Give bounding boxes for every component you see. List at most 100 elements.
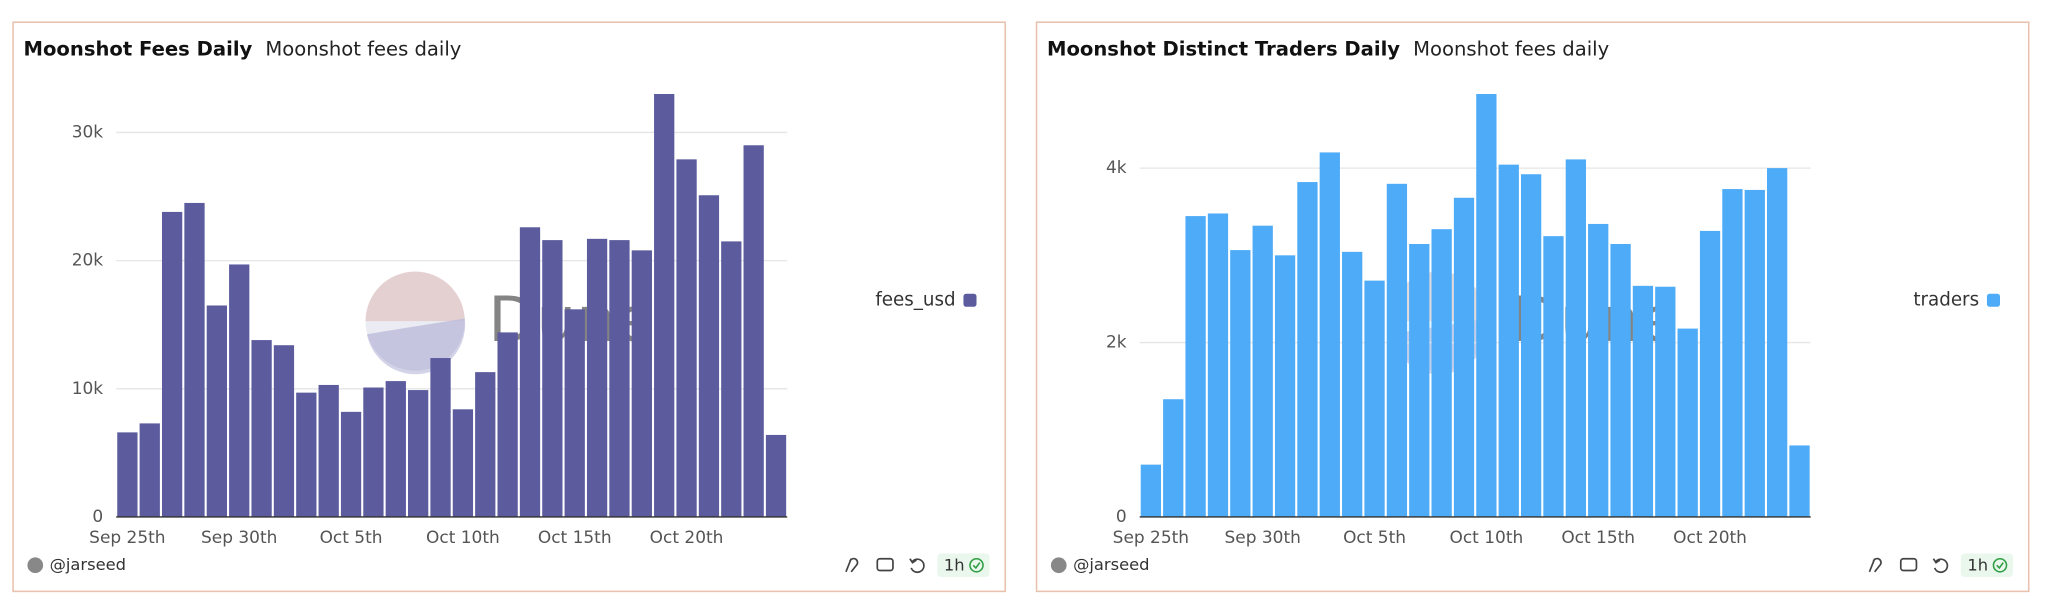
bar xyxy=(609,240,630,517)
legend-label: traders xyxy=(1913,289,1979,310)
bar xyxy=(1274,255,1296,517)
bar xyxy=(654,93,675,517)
bar xyxy=(1297,182,1318,517)
bar xyxy=(1632,285,1654,517)
bar xyxy=(765,434,787,517)
bar xyxy=(564,309,585,517)
x-tick-label: Sep 25th xyxy=(89,528,165,548)
bar xyxy=(1520,174,1542,517)
bar xyxy=(721,241,742,517)
y-tick-label: 2k xyxy=(1106,333,1127,353)
bar xyxy=(586,238,608,517)
bar xyxy=(1319,152,1340,517)
icon-button[interactable] xyxy=(1932,558,1949,574)
y-tick-label: 0 xyxy=(1116,507,1127,527)
x-tick-label: Oct 20th xyxy=(1673,528,1747,548)
bar xyxy=(1185,216,1206,517)
legend-swatch xyxy=(963,293,977,307)
icon-button[interactable] xyxy=(1899,557,1918,572)
legend-label: fees_usd xyxy=(875,289,955,310)
icon-button[interactable] xyxy=(876,557,894,572)
bar xyxy=(1722,189,1743,517)
bar xyxy=(519,227,541,517)
bar xyxy=(631,250,652,517)
bar xyxy=(497,332,518,517)
bar xyxy=(743,145,764,517)
y-tick-label: 30k xyxy=(72,122,104,142)
bar xyxy=(676,159,697,517)
refresh-check xyxy=(1996,562,2004,570)
x-tick-label: Sep 30th xyxy=(201,528,277,548)
x-tick-label: Oct 10th xyxy=(426,528,500,548)
bar xyxy=(1655,286,1676,517)
x-tick-label: Oct 15th xyxy=(538,528,612,548)
bar xyxy=(1386,183,1408,517)
chart-subtitle: Moonshot fees daily xyxy=(1413,37,1609,60)
bar xyxy=(1476,93,1497,517)
chart-panel: Moonshot Distinct Traders Daily Moonshot … xyxy=(1035,21,2030,593)
refresh-check xyxy=(1992,557,2008,573)
bar xyxy=(698,195,720,517)
bar xyxy=(1230,250,1251,517)
bar xyxy=(1677,328,1698,517)
bar xyxy=(1252,225,1273,517)
bar xyxy=(1543,236,1564,517)
x-tick-label: Oct 15th xyxy=(1561,528,1635,548)
bar xyxy=(1364,280,1385,517)
bar xyxy=(1699,230,1721,517)
bar xyxy=(184,202,205,517)
bar xyxy=(318,384,339,517)
bar xyxy=(273,345,295,517)
icon-button[interactable] xyxy=(909,558,925,574)
bar xyxy=(363,387,384,517)
icon-button[interactable] xyxy=(1868,557,1882,573)
bar xyxy=(1588,223,1609,517)
bar xyxy=(1431,229,1452,517)
bar xyxy=(1409,243,1430,517)
author[interactable]: @jarseed xyxy=(50,555,126,574)
author[interactable]: @jarseed xyxy=(1073,555,1149,574)
refresh-check xyxy=(972,562,981,570)
y-tick-label: 10k xyxy=(72,379,104,399)
bar xyxy=(296,392,317,517)
chart-title: Moonshot Fees Daily xyxy=(24,37,253,60)
x-tick-label: Oct 20th xyxy=(650,528,724,548)
y-tick-label: 4k xyxy=(1106,158,1127,178)
bar xyxy=(1789,445,1810,517)
chart-heading: Moonshot Distinct Traders Daily Moonshot … xyxy=(1047,37,1609,60)
bar xyxy=(1498,164,1519,517)
refresh-label: 1h xyxy=(1967,555,1988,574)
bar xyxy=(1453,197,1475,517)
x-tick-label: Oct 5th xyxy=(1343,528,1406,548)
legend-swatch xyxy=(1986,293,2000,307)
bar xyxy=(1140,464,1162,517)
bar xyxy=(161,211,183,517)
bar xyxy=(1565,159,1586,517)
watermark-logo xyxy=(365,271,465,322)
bar xyxy=(475,372,496,517)
bar xyxy=(385,381,406,517)
bar xyxy=(117,432,138,517)
y-tick-label: 0 xyxy=(92,507,103,527)
icon-button[interactable] xyxy=(845,557,859,573)
author-avatar xyxy=(1050,557,1067,574)
refresh-label: 1h xyxy=(944,555,965,574)
author-avatar xyxy=(27,557,44,574)
x-tick-label: Sep 30th xyxy=(1225,528,1301,548)
x-tick-label: Sep 25th xyxy=(1113,528,1189,548)
bar xyxy=(408,390,429,517)
x-tick-label: Oct 5th xyxy=(320,528,383,548)
chart-heading: Moonshot Fees Daily Moonshot fees daily xyxy=(24,37,462,60)
bar xyxy=(1207,213,1229,517)
bar xyxy=(542,240,563,517)
bar xyxy=(1163,399,1184,517)
chart-subtitle: Moonshot fees daily xyxy=(265,37,461,60)
bar xyxy=(1744,189,1765,517)
bar xyxy=(452,409,474,517)
bar xyxy=(139,423,160,517)
bar xyxy=(430,358,451,517)
bar xyxy=(229,264,250,517)
